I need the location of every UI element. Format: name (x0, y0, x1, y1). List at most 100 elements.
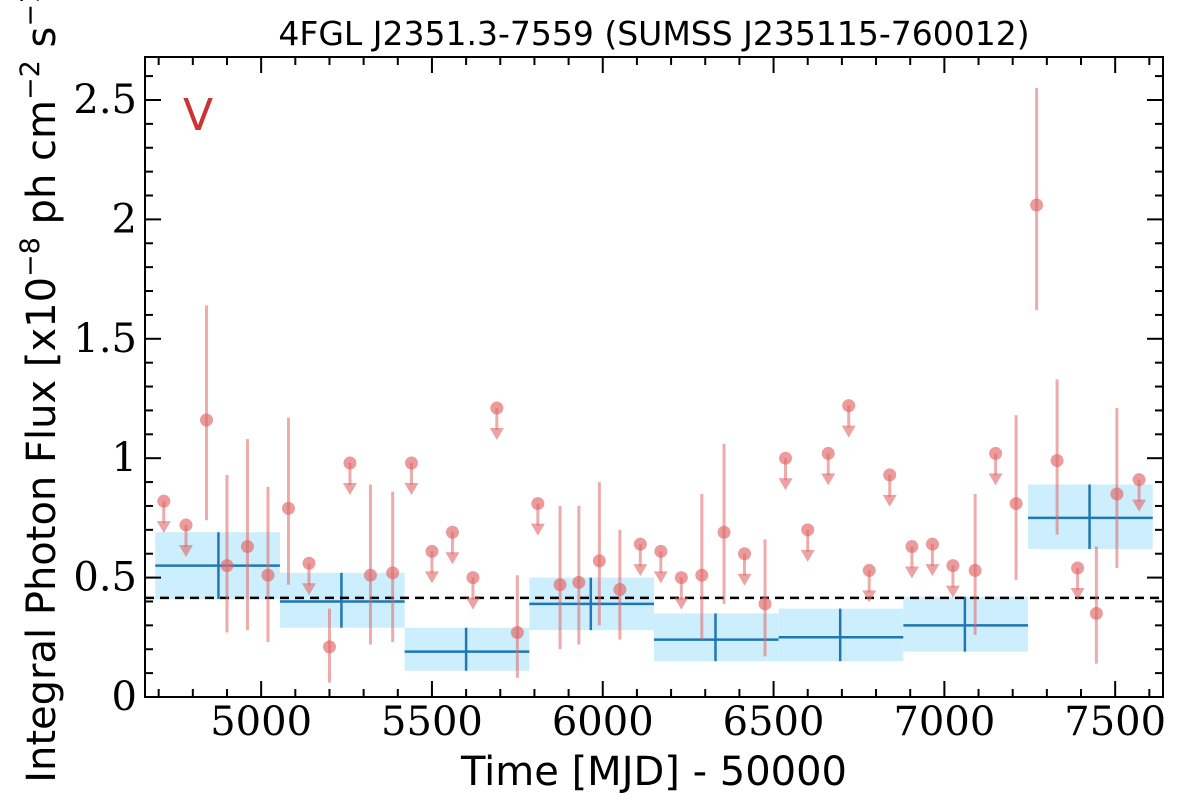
upper-limit-point (466, 571, 480, 585)
upper-limit-point (738, 547, 752, 561)
upper-limit-arrow (1070, 588, 1085, 601)
x-tick-label: 5000 (210, 699, 312, 745)
plot-frame (144, 56, 1164, 698)
upper-limit-arrow (301, 583, 316, 596)
y-axis-exponent: −8 (15, 237, 46, 277)
detection-point (1050, 454, 1064, 468)
x-tick-label: 6500 (723, 699, 825, 745)
y-tick-label: 0.5 (73, 555, 137, 601)
detection-point (572, 575, 586, 589)
upper-limit-arrow (156, 521, 171, 534)
upper-limit-arrow (530, 523, 545, 536)
detection-point (592, 554, 606, 568)
plot-border (144, 56, 1164, 698)
upper-limit-point (925, 537, 939, 551)
detection-point (1030, 198, 1044, 212)
upper-limit-point (862, 563, 876, 577)
upper-limit-arrow (862, 590, 877, 603)
axis-ticks: 5000 5500 6000 6500 7000 7500 0 0.5 1 1.5 2 2.5 (73, 57, 1166, 745)
upper-limit-arrow (653, 571, 668, 584)
upper-limit-point (490, 401, 504, 415)
x-tick-label: 7500 (1064, 699, 1166, 745)
y-tick-label: 2 (112, 196, 137, 242)
upper-limit-point (779, 451, 793, 465)
upper-limit-point (905, 540, 919, 554)
upper-limit-arrow (674, 597, 689, 610)
x-tick-label: 7000 (893, 699, 995, 745)
upper-limit-point (674, 571, 688, 585)
detection-point (220, 559, 234, 573)
detection-point (968, 563, 982, 577)
chart-title: 4FGL J2351.3-7559 (SUMSS J235115-760012) (278, 14, 1029, 53)
y-tick-label: 0 (112, 674, 137, 720)
upper-limit-point (343, 456, 357, 470)
detection-point (363, 568, 377, 582)
upper-limit-point (801, 523, 815, 537)
upper-limit-point (842, 399, 856, 413)
upper-limit-point (425, 544, 439, 558)
detection-point (261, 568, 275, 582)
upper-limit-arrow (988, 473, 1003, 486)
y-tick-label: 2.5 (73, 77, 137, 123)
upper-limit-point (883, 468, 897, 482)
panel-label: V (183, 90, 213, 141)
upper-limit-arrow (778, 478, 793, 491)
upper-limit-arrow (178, 545, 193, 558)
upper-limit-arrow (465, 597, 480, 610)
y-axis-exponent: −2 (15, 60, 46, 100)
detection-point (281, 501, 295, 515)
upper-limit-arrow (925, 564, 940, 577)
detection-point (553, 578, 567, 592)
upper-limit-point (821, 446, 835, 460)
y-axis-exponent: −1 (15, 0, 46, 27)
detection-point (199, 413, 213, 427)
upper-limit-arrow (945, 585, 960, 598)
upper-limit-point (157, 494, 171, 508)
upper-limit-arrow (737, 573, 752, 586)
detection-point (386, 566, 400, 580)
upper-limit-point (404, 456, 418, 470)
detection-point (613, 583, 627, 597)
x-axis-title: Time [MJD] - 50000 (460, 749, 847, 795)
upper-limit-point (946, 559, 960, 573)
upper-limit-arrow (445, 552, 460, 565)
upper-limit-arrow (841, 425, 856, 438)
detection-point (510, 626, 524, 640)
detection-point (695, 568, 709, 582)
y-axis-title: Integral Photon Flux [x10−8 ph cm−2 s−1] (15, 0, 65, 783)
detection-point (240, 540, 254, 554)
upper-limit-arrow (633, 564, 648, 577)
detection-point (1089, 606, 1103, 620)
upper-limit-arrow (904, 566, 919, 579)
upper-limit-arrow (404, 482, 419, 495)
y-axis-title-part: Integral Photon Flux [x10 (19, 277, 65, 783)
flux-points-layer (156, 88, 1147, 683)
upper-limit-arrow (882, 494, 897, 507)
detection-point (1009, 497, 1023, 511)
upper-limit-arrow (424, 571, 439, 584)
upper-limit-arrow (821, 473, 836, 486)
upper-limit-point (633, 537, 647, 551)
upper-limit-point (531, 497, 545, 511)
detection-point (717, 525, 731, 539)
upper-limit-arrow (489, 428, 504, 441)
upper-limit-arrow (800, 549, 815, 562)
upper-limit-point (989, 446, 1003, 460)
upper-limit-arrow (1132, 499, 1147, 512)
y-axis-title-part: s (19, 27, 65, 61)
detection-point (1110, 487, 1124, 501)
upper-limit-point (179, 518, 193, 532)
y-axis-title-part: ph cm (19, 100, 65, 237)
binned-flux-layer (155, 484, 1153, 671)
y-tick-label: 1 (112, 435, 137, 481)
detection-point (322, 640, 336, 654)
y-tick-label: 1.5 (73, 316, 137, 362)
detection-point (758, 597, 772, 611)
upper-limit-point (654, 544, 668, 558)
x-tick-label: 5500 (381, 699, 483, 745)
upper-limit-point (1071, 561, 1085, 575)
upper-limit-point (302, 556, 316, 570)
x-tick-label: 6000 (552, 699, 654, 745)
upper-limit-point (445, 525, 459, 539)
